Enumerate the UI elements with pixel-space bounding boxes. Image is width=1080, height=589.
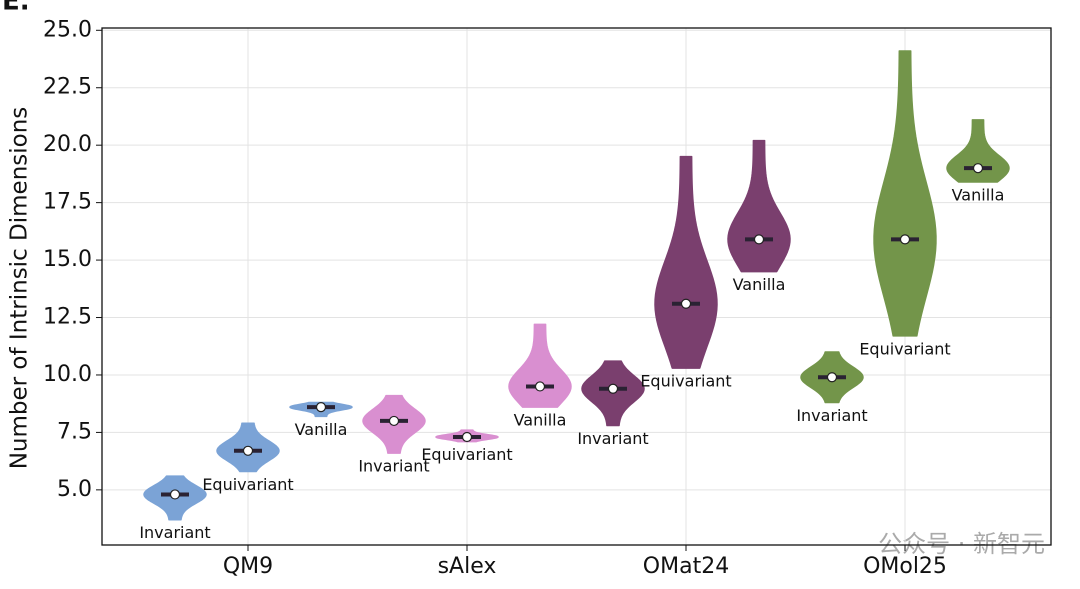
- panel-label: E.: [2, 0, 30, 17]
- y-tick-label: 10.0: [43, 362, 92, 387]
- violin-label: Equivariant: [421, 445, 512, 464]
- violin-label: Invariant: [358, 457, 429, 476]
- y-tick-label: 22.5: [43, 75, 92, 100]
- violin-label: Equivariant: [859, 339, 950, 358]
- violin-label: Invariant: [139, 523, 210, 542]
- median-point: [680, 298, 692, 309]
- median-point: [753, 234, 765, 245]
- median-point: [388, 415, 400, 427]
- violin-label: Equivariant: [202, 475, 293, 494]
- violin-label: Invariant: [796, 406, 867, 425]
- violin: [508, 323, 572, 408]
- median-point: [972, 163, 984, 174]
- y-tick-label: 12.5: [43, 305, 92, 330]
- x-tick-label: OMol25: [863, 554, 947, 579]
- y-tick-label: 5.0: [57, 477, 92, 502]
- y-tick-label: 20.0: [43, 132, 92, 157]
- y-tick-label: 15.0: [43, 247, 92, 272]
- median-point: [607, 383, 619, 394]
- watermark: 公众号 · 新智元: [878, 530, 1045, 558]
- violin-label: Vanilla: [295, 420, 348, 439]
- plot-frame: [101, 27, 1052, 546]
- violin-label: Vanilla: [733, 275, 786, 294]
- violin-label: Invariant: [577, 429, 648, 448]
- y-axis-title: Number of Intrinsic Dimensions: [7, 107, 33, 470]
- violin: [946, 119, 1010, 183]
- x-tick-label: QM9: [223, 554, 273, 579]
- violin: [727, 139, 791, 273]
- median-point: [899, 234, 911, 245]
- median-point: [242, 445, 254, 456]
- median-point: [169, 489, 181, 500]
- median-point: [826, 372, 838, 383]
- y-tick-label: 17.5: [43, 190, 92, 215]
- median-point: [461, 431, 473, 443]
- violin-label: Vanilla: [952, 185, 1005, 204]
- median-point: [315, 402, 327, 413]
- violin-label: Equivariant: [640, 372, 731, 391]
- y-tick-label: 7.5: [57, 419, 92, 444]
- violin-label: Vanilla: [514, 411, 567, 430]
- violin: [654, 155, 718, 369]
- y-tick-label: 25.0: [43, 17, 92, 42]
- x-tick-label: sAlex: [438, 554, 497, 579]
- x-tick-label: OMat24: [643, 554, 729, 579]
- median-point: [534, 381, 546, 392]
- violin: [873, 50, 937, 337]
